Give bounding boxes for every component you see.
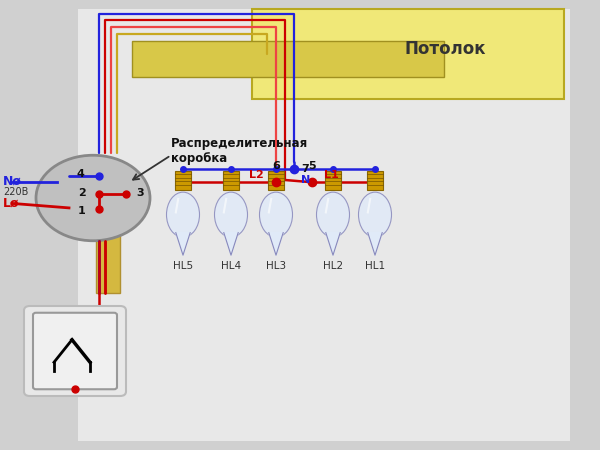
Ellipse shape bbox=[359, 192, 392, 237]
Text: 220В: 220В bbox=[3, 187, 28, 197]
Text: HL3: HL3 bbox=[266, 261, 286, 270]
Text: 4: 4 bbox=[76, 169, 84, 179]
Text: Потолок: Потолок bbox=[404, 40, 486, 58]
Text: L2: L2 bbox=[249, 171, 264, 180]
FancyBboxPatch shape bbox=[96, 202, 120, 292]
Ellipse shape bbox=[260, 192, 293, 237]
FancyBboxPatch shape bbox=[252, 9, 564, 99]
Text: 1: 1 bbox=[78, 207, 86, 216]
Text: Распределительная
коробка: Распределительная коробка bbox=[171, 137, 308, 165]
Polygon shape bbox=[326, 233, 340, 255]
Text: HL5: HL5 bbox=[173, 261, 193, 270]
FancyBboxPatch shape bbox=[175, 171, 191, 190]
Polygon shape bbox=[224, 233, 238, 255]
Text: HL4: HL4 bbox=[221, 261, 241, 270]
Ellipse shape bbox=[317, 192, 350, 237]
Text: HL1: HL1 bbox=[365, 261, 385, 270]
FancyBboxPatch shape bbox=[268, 171, 284, 190]
Ellipse shape bbox=[215, 192, 248, 237]
Text: HL2: HL2 bbox=[323, 261, 343, 270]
Text: 7: 7 bbox=[301, 164, 309, 174]
Text: 6: 6 bbox=[272, 161, 280, 171]
Text: 3: 3 bbox=[137, 189, 145, 198]
FancyBboxPatch shape bbox=[33, 313, 117, 389]
Text: Nø: Nø bbox=[3, 175, 22, 187]
FancyBboxPatch shape bbox=[78, 9, 570, 441]
FancyBboxPatch shape bbox=[325, 171, 341, 190]
Text: N: N bbox=[301, 175, 310, 185]
Text: L1: L1 bbox=[324, 171, 339, 180]
Polygon shape bbox=[176, 233, 190, 255]
Polygon shape bbox=[269, 233, 283, 255]
Polygon shape bbox=[368, 233, 382, 255]
Text: 2: 2 bbox=[78, 189, 86, 198]
Ellipse shape bbox=[167, 192, 199, 237]
FancyBboxPatch shape bbox=[24, 306, 126, 396]
FancyBboxPatch shape bbox=[367, 171, 383, 190]
Circle shape bbox=[36, 155, 150, 241]
FancyBboxPatch shape bbox=[223, 171, 239, 190]
Text: Lø: Lø bbox=[3, 197, 19, 210]
FancyBboxPatch shape bbox=[132, 40, 444, 76]
Text: 5: 5 bbox=[308, 161, 316, 171]
